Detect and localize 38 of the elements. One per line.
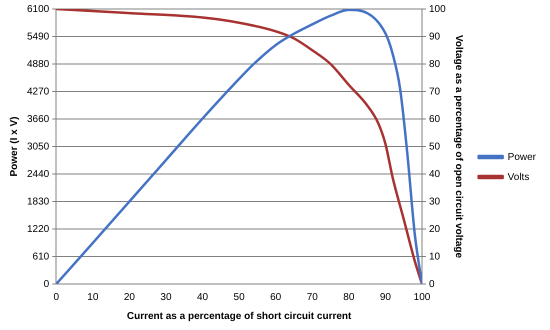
- x-tick-label: 0: [53, 292, 60, 303]
- y-tick-label: 4880: [26, 58, 50, 70]
- y-tick-label: 1830: [26, 196, 50, 208]
- y2-tick-label: 10: [428, 251, 441, 262]
- x-tick-label: 50: [234, 292, 246, 303]
- y-tick-label: 0: [44, 278, 50, 290]
- y-tick-label: 610: [32, 251, 50, 262]
- y-tick-label: 2440: [26, 168, 50, 180]
- y-tick-label: 6100: [26, 4, 50, 15]
- x-axis-title: Current as a percentage of short circuit current: [126, 310, 352, 322]
- legend-label: Power: [508, 152, 537, 163]
- y2-tick-label: 0: [428, 278, 435, 290]
- y2-tick-label: 80: [428, 58, 441, 70]
- y-tick-label: 5490: [26, 31, 50, 42]
- y2-tick-label: 40: [428, 168, 441, 180]
- y2-tick-label: 100: [428, 4, 446, 15]
- x-tick-label: 70: [306, 292, 318, 303]
- x-tick-label: 40: [196, 292, 209, 303]
- y2-axis-title: Voltage as a percentage of open circuit voltage: [452, 34, 464, 259]
- y2-tick-label: 30: [428, 196, 441, 208]
- x-tick-label: 90: [380, 292, 392, 303]
- x-tick-label: 60: [270, 292, 282, 303]
- y2-tick-label: 90: [428, 31, 441, 42]
- y-axis-title: Power (I x V): [8, 116, 20, 177]
- y2-tick-label: 70: [428, 86, 441, 98]
- y-tick-label: 3660: [26, 114, 50, 125]
- y-tick-label: 3050: [26, 141, 50, 152]
- x-tick-label: 20: [124, 292, 136, 303]
- y-tick-label: 4270: [26, 86, 50, 98]
- y2-tick-label: 60: [428, 114, 441, 125]
- x-tick-label: 80: [343, 292, 355, 303]
- y2-tick-label: 50: [428, 141, 441, 152]
- y2-tick-label: 20: [428, 224, 441, 235]
- y-tick-label: 1220: [26, 224, 50, 235]
- x-tick-label: 100: [414, 292, 431, 303]
- legend-label: Volts: [508, 172, 530, 183]
- x-tick-label: 30: [160, 292, 172, 303]
- x-tick-label: 10: [87, 292, 99, 303]
